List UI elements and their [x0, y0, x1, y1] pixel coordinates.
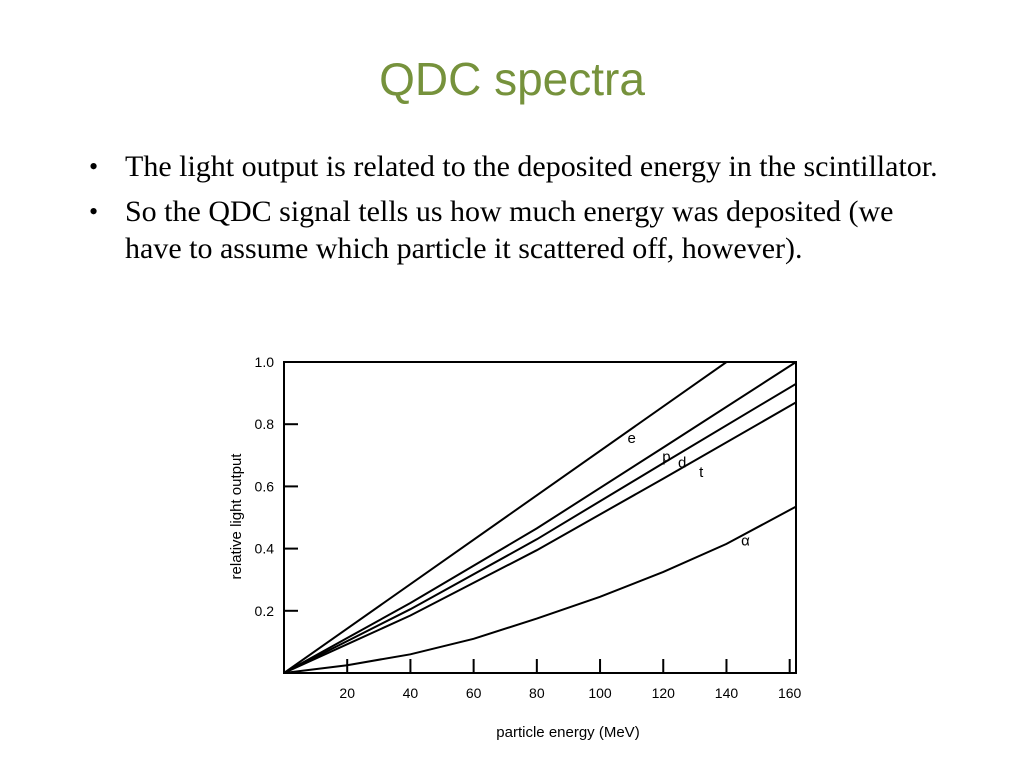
series-line-d — [284, 382, 796, 673]
series-annotation: e — [627, 430, 635, 447]
y-tick-label: 0.6 — [255, 478, 275, 494]
plot-frame — [283, 361, 797, 674]
bullet-marker: • — [89, 152, 99, 181]
bullet-text: So the QDC signal tells us how much ener… — [125, 195, 894, 265]
series-line-p — [284, 362, 796, 673]
x-tick-label: 160 — [778, 685, 802, 701]
bullet-item: • So the QDC signal tells us how much en… — [85, 193, 945, 267]
x-tick-label: 40 — [403, 685, 419, 701]
bullet-item: • The light output is related to the dep… — [85, 148, 945, 185]
y-axis-label: relative light output — [228, 453, 245, 580]
series-line-e — [284, 362, 728, 673]
y-tick-label: 0.4 — [255, 541, 275, 557]
series-annotation: α — [741, 532, 750, 549]
series-annotation: d — [678, 455, 686, 472]
series-annotation: t — [699, 464, 704, 481]
bullet-list: • The light output is related to the dep… — [85, 148, 945, 275]
y-tick-label: 0.2 — [255, 603, 275, 619]
x-tick-label: 100 — [588, 685, 612, 701]
x-tick-label: 60 — [466, 685, 482, 701]
series-annotation: p — [662, 449, 670, 466]
x-axis-label: particle energy (MeV) — [496, 724, 639, 741]
x-tick-label: 80 — [529, 685, 545, 701]
series-line-t — [284, 401, 796, 673]
x-tick-label: 120 — [652, 685, 676, 701]
bullet-text: The light output is related to the depos… — [125, 150, 938, 183]
y-tick-label: 1.0 — [255, 354, 275, 370]
bullet-marker: • — [89, 197, 99, 226]
y-tick-label: 0.8 — [255, 416, 275, 432]
x-tick-label: 140 — [715, 685, 739, 701]
series-line-alpha — [284, 505, 796, 673]
slide-title: QDC spectra — [379, 53, 645, 105]
x-tick-label: 20 — [339, 685, 355, 701]
